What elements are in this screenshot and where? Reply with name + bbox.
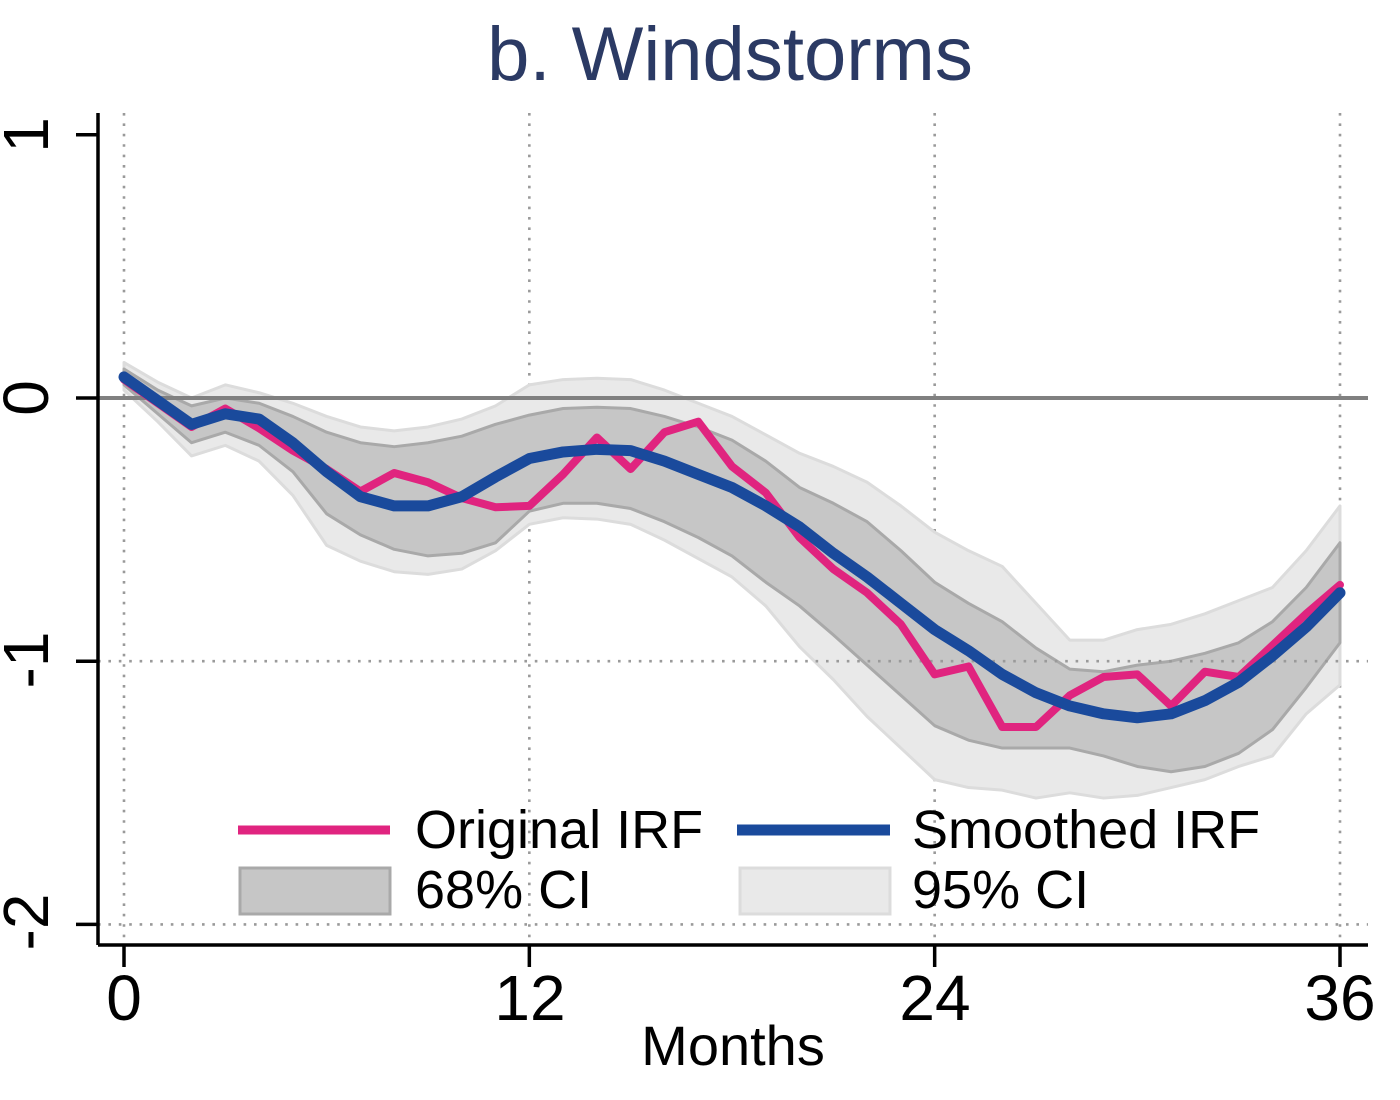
ci68-band: [122, 367, 1342, 774]
x-tick-label-0: 0: [106, 962, 142, 1034]
legend-smoothed-irf-label: Smoothed IRF: [912, 800, 1260, 860]
legend-ci95-label: 95% CI: [912, 860, 1089, 920]
horizontal-gridlines: [98, 659, 1368, 926]
legend-ci68-label: 68% CI: [415, 860, 592, 920]
legend-original-irf-label: Original IRF: [415, 800, 703, 860]
y-axis-ticks: [76, 133, 98, 927]
x-tick-label-36: 36: [1304, 962, 1375, 1034]
legend-ci68-swatch: [238, 866, 392, 916]
y-tick-labels: 1 0 -1 -2: [0, 117, 62, 950]
smoothed-irf-line: [118, 371, 1346, 724]
legend: Original IRF Smoothed IRF 68% CI 95% CI: [238, 800, 1260, 920]
x-axis-title: Months: [641, 1014, 825, 1077]
y-tick-label-neg1: -1: [0, 632, 62, 689]
chart-title: b. Windstorms: [487, 12, 973, 97]
legend-ci95-swatch: [738, 866, 892, 916]
confidence-bands: [122, 360, 1342, 800]
x-tick-label-12: 12: [494, 962, 565, 1034]
x-axis-ticks: [122, 945, 1342, 967]
x-tick-labels: 0 12 24 36: [106, 962, 1375, 1034]
y-tick-label-neg2: -2: [0, 894, 62, 951]
axes: [76, 113, 1368, 967]
irf-lines: [118, 371, 1346, 731]
y-tick-label-0: 0: [0, 380, 62, 416]
y-tick-label-1: 1: [0, 117, 62, 153]
x-tick-label-24: 24: [899, 962, 970, 1034]
